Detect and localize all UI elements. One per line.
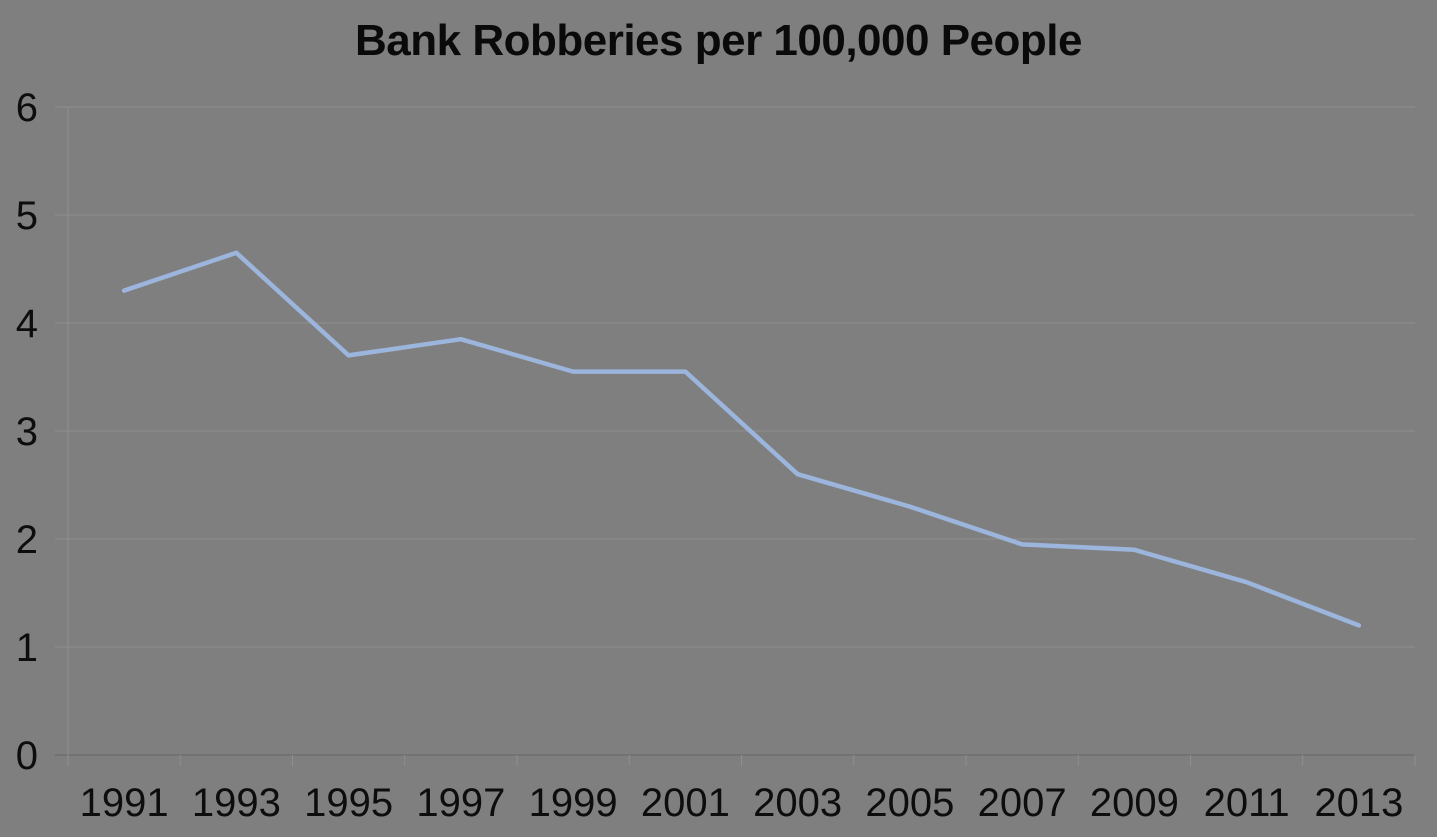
y-axis-tick-label: 1 [16, 626, 38, 670]
x-axis-tick-label: 1999 [529, 781, 618, 825]
y-axis-tick-label: 0 [16, 734, 38, 778]
x-axis-tick-label: 2011 [1204, 781, 1290, 825]
x-axis-tick-label: 2005 [865, 781, 954, 825]
x-axis-tick-label: 1997 [416, 781, 505, 825]
x-axis-tick-label: 1991 [80, 781, 169, 825]
y-axis-tick-label: 5 [16, 194, 38, 238]
x-axis-tick-label: 1993 [192, 781, 281, 825]
x-axis-tick-label: 2003 [753, 781, 842, 825]
x-axis-tick-label: 2009 [1090, 781, 1179, 825]
x-axis-tick-label: 2001 [641, 781, 730, 825]
data-line [121, 250, 1362, 628]
y-axis-tick-label: 2 [16, 518, 38, 562]
x-axis-tick-label: 2007 [978, 781, 1067, 825]
chart-title: Bank Robberies per 100,000 People [355, 16, 1082, 65]
x-axis-tick-label: 1995 [304, 781, 393, 825]
y-axis-tick-label: 6 [16, 86, 38, 130]
y-axis-tick-label: 4 [16, 302, 38, 346]
y-axis-tick-label: 3 [16, 410, 38, 454]
x-axis-tick-label: 2013 [1314, 781, 1403, 825]
